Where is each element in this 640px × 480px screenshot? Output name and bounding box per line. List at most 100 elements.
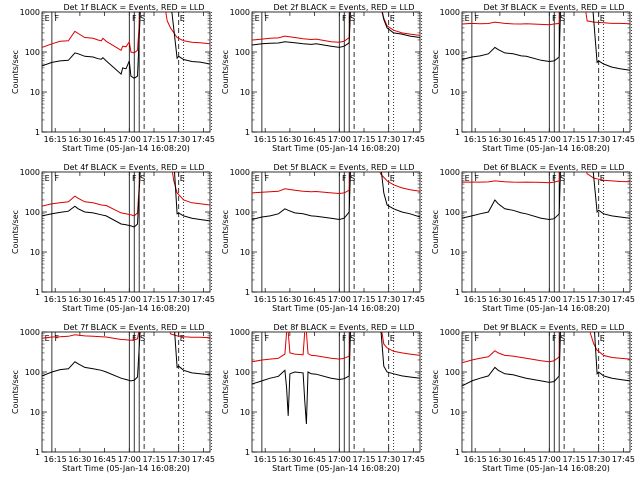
x-tick-label: 17:30 bbox=[167, 295, 190, 304]
x-tick-label: 17:30 bbox=[377, 455, 400, 464]
x-tick-label: 16:15 bbox=[44, 455, 67, 464]
y-axis-label: Counts/sec bbox=[11, 210, 20, 254]
y-tick-label: 100 bbox=[25, 208, 40, 217]
y-axis-label: Counts/sec bbox=[221, 210, 230, 254]
marker-label: S bbox=[140, 14, 145, 23]
marker-label: F bbox=[475, 174, 480, 183]
panel-title: Det 9f BLACK = Events, RED = LLD bbox=[483, 323, 624, 332]
marker-label: E bbox=[600, 334, 605, 343]
x-tick-label: 17:15 bbox=[142, 295, 165, 304]
x-tick-label: 16:30 bbox=[278, 295, 301, 304]
y-tick-label: 1 bbox=[245, 288, 250, 297]
x-tick-label: 17:00 bbox=[328, 455, 351, 464]
x-tick-label: 16:30 bbox=[278, 135, 301, 144]
y-tick-label: 1000 bbox=[230, 328, 250, 337]
x-axis-label: Start Time (05-Jan-14 16:08:20) bbox=[482, 464, 610, 473]
marker-label: F bbox=[55, 174, 60, 183]
y-tick-label: 100 bbox=[235, 208, 250, 217]
x-tick-label: 17:30 bbox=[587, 135, 610, 144]
y-tick-label: 1 bbox=[35, 128, 40, 137]
x-axis-label: Start Time (05-Jan-14 16:08:20) bbox=[272, 304, 400, 313]
x-tick-label: 17:30 bbox=[167, 455, 190, 464]
series-events bbox=[42, 332, 210, 382]
plot-frame bbox=[41, 171, 211, 293]
marker-label: E bbox=[465, 14, 470, 23]
marker-label: E bbox=[255, 174, 260, 183]
panel-det-2: Det 2f BLACK = Events, RED = LLD 1 10 100 10… bbox=[221, 3, 425, 153]
x-tick-label: 16:45 bbox=[513, 455, 536, 464]
y-axis-label: Counts/sec bbox=[431, 210, 440, 254]
x-tick-label: 16:30 bbox=[488, 455, 511, 464]
x-tick-label: 17:45 bbox=[192, 455, 215, 464]
y-tick-label: 1000 bbox=[440, 328, 460, 337]
series-events bbox=[252, 172, 420, 221]
panel-title: Det 4f BLACK = Events, RED = LLD bbox=[63, 163, 204, 172]
x-tick-label: 16:15 bbox=[44, 135, 67, 144]
panel-det-7: Det 7f BLACK = Events, RED = LLD 1 10 100 10… bbox=[11, 323, 215, 473]
x-tick-label: 17:15 bbox=[142, 135, 165, 144]
series-lld bbox=[42, 332, 210, 341]
marker-label: E bbox=[255, 14, 260, 23]
x-tick-label: 16:45 bbox=[303, 135, 326, 144]
marker-label: F bbox=[265, 174, 270, 183]
x-tick-label: 17:00 bbox=[538, 135, 561, 144]
y-axis-label: Counts/sec bbox=[221, 370, 230, 414]
x-tick-label: 16:45 bbox=[303, 295, 326, 304]
plot-frame bbox=[251, 171, 421, 293]
x-tick-label: 17:00 bbox=[328, 135, 351, 144]
y-tick-label: 10 bbox=[240, 408, 250, 417]
x-tick-label: 16:15 bbox=[464, 295, 487, 304]
marker-label: F bbox=[132, 14, 137, 23]
marker-label: E bbox=[45, 334, 50, 343]
series-events bbox=[42, 172, 210, 228]
marker-label: E bbox=[600, 14, 605, 23]
series-lld bbox=[252, 12, 420, 43]
y-tick-label: 100 bbox=[235, 48, 250, 57]
y-tick-label: 1000 bbox=[20, 8, 40, 17]
marker-label: F bbox=[552, 174, 557, 183]
x-axis-label: Start Time (05-Jan-14 16:08:20) bbox=[62, 304, 190, 313]
x-axis-label: Start Time (05-Jan-14 16:08:20) bbox=[272, 464, 400, 473]
y-tick-label: 1000 bbox=[20, 328, 40, 337]
marker-label: E bbox=[45, 174, 50, 183]
y-tick-label: 1000 bbox=[230, 8, 250, 17]
plot-frame bbox=[251, 331, 421, 453]
y-axis-label: Counts/sec bbox=[11, 370, 20, 414]
marker-label: S bbox=[560, 174, 565, 183]
marker-label: S bbox=[140, 174, 145, 183]
marker-label: S bbox=[350, 14, 355, 23]
panel-title: Det 5f BLACK = Events, RED = LLD bbox=[273, 163, 414, 172]
x-tick-label: 16:30 bbox=[68, 455, 91, 464]
x-tick-label: 17:15 bbox=[562, 135, 585, 144]
marker-label: F bbox=[265, 334, 270, 343]
panel-title: Det 7f BLACK = Events, RED = LLD bbox=[63, 323, 204, 332]
x-tick-label: 17:00 bbox=[328, 295, 351, 304]
x-tick-label: 16:30 bbox=[488, 295, 511, 304]
panel-title: Det 3f BLACK = Events, RED = LLD bbox=[483, 3, 624, 12]
y-tick-label: 1 bbox=[245, 448, 250, 457]
plot-frame bbox=[461, 171, 631, 293]
series-events bbox=[252, 332, 420, 425]
x-tick-label: 17:30 bbox=[377, 135, 400, 144]
y-tick-label: 100 bbox=[235, 368, 250, 377]
x-tick-label: 17:15 bbox=[352, 295, 375, 304]
y-tick-label: 1000 bbox=[440, 168, 460, 177]
y-tick-label: 1 bbox=[455, 288, 460, 297]
y-tick-label: 1000 bbox=[440, 8, 460, 17]
marker-label: F bbox=[552, 14, 557, 23]
series-events bbox=[42, 12, 210, 79]
panel-det-4: Det 4f BLACK = Events, RED = LLD 1 10 100 10… bbox=[11, 163, 215, 313]
plot-frame bbox=[461, 331, 631, 453]
x-axis-label: Start Time (05-Jan-14 16:08:20) bbox=[62, 144, 190, 153]
panel-title: Det 6f BLACK = Events, RED = LLD bbox=[483, 163, 624, 172]
x-tick-label: 17:00 bbox=[118, 455, 141, 464]
plot-frame bbox=[41, 11, 211, 133]
panel-title: Det 1f BLACK = Events, RED = LLD bbox=[63, 3, 204, 12]
series-events bbox=[252, 12, 420, 48]
marker-label: F bbox=[552, 334, 557, 343]
panel-title: Det 2f BLACK = Events, RED = LLD bbox=[273, 3, 414, 12]
x-tick-label: 16:15 bbox=[464, 455, 487, 464]
marker-label: E bbox=[465, 174, 470, 183]
x-axis-label: Start Time (05-Jan-14 16:08:20) bbox=[272, 144, 400, 153]
x-axis-label: Start Time (05-Jan-14 16:08:20) bbox=[482, 304, 610, 313]
